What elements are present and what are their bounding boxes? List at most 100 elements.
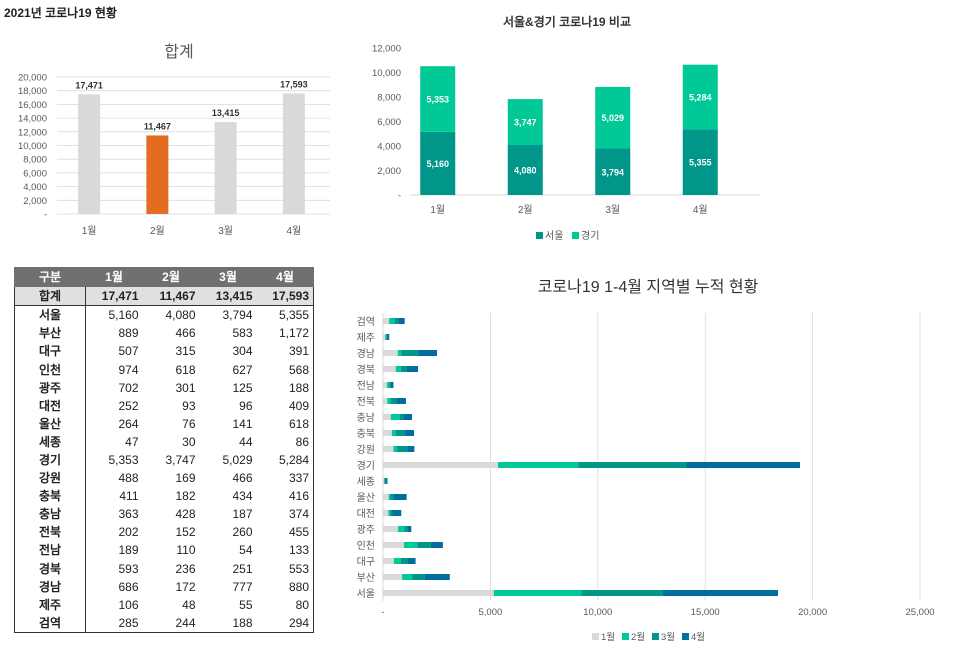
y-tick-label: 서울 <box>357 588 375 600</box>
data-label: 5,284 <box>689 93 712 103</box>
table-header-cell: 3월 <box>199 266 257 288</box>
table-cell: 294 <box>256 613 314 633</box>
region-name: 강원 <box>14 469 86 488</box>
bar-segment <box>412 574 425 580</box>
bar-segment <box>595 148 631 195</box>
table-cell: 252 <box>118 398 139 413</box>
x-tick-label: 2월 <box>518 204 533 216</box>
bar-segment <box>497 462 579 468</box>
table-cell: 880 <box>288 579 309 594</box>
table-cell: 17,471 <box>85 286 143 307</box>
table-cell: 187 <box>232 507 253 522</box>
table-cell: 11,467 <box>142 286 200 307</box>
x-tick-label: 4월 <box>693 204 708 216</box>
y-tick-label: 10,000 <box>18 141 47 152</box>
bar-segment <box>686 462 800 468</box>
y-tick-label: 12,000 <box>18 127 47 138</box>
data-label: 3,794 <box>601 167 624 177</box>
chart-title: 코로나19 1-4월 지역별 누적 현황 <box>538 278 759 296</box>
y-tick-label: 전남 <box>357 380 375 392</box>
y-tick-label: 충남 <box>357 412 375 424</box>
y-tick-label: 인천 <box>357 540 375 552</box>
table-cell: 434 <box>232 489 253 504</box>
table-cell: 974 <box>118 362 139 377</box>
bar-segment <box>393 494 407 500</box>
table-cell: 55 <box>239 597 253 612</box>
y-tick-label: 16,000 <box>18 100 47 111</box>
bar-segment <box>400 558 408 564</box>
bar-segment <box>383 590 494 596</box>
x-tick-label: 1월 <box>430 204 445 216</box>
bar-segment <box>383 318 390 324</box>
y-tick-label: - <box>398 191 401 202</box>
legend-label: 1월 <box>601 631 615 643</box>
bar-segment <box>386 334 388 340</box>
y-tick-label: 8,000 <box>377 93 401 104</box>
table-cell: 13,415 <box>199 286 257 307</box>
y-tick-label: 6,000 <box>23 168 47 179</box>
bar-segment <box>420 66 456 132</box>
y-tick-label: 광주 <box>357 524 375 536</box>
x-tick-label: 25,000 <box>905 607 934 618</box>
table-cell: 93 <box>182 398 196 413</box>
region-name: 경기 <box>14 450 86 470</box>
bar-segment <box>397 446 408 452</box>
table-row: 부산 889 466 583 1,172 <box>14 324 314 343</box>
bar-segment <box>388 494 391 500</box>
bar-segment <box>407 526 412 532</box>
y-tick-label: 경기 <box>357 459 375 472</box>
y-tick-label: 울산 <box>357 492 375 504</box>
bar-segment <box>390 382 394 388</box>
bar-segment <box>383 398 388 404</box>
legend-label: 2월 <box>631 631 645 643</box>
table-cell: 189 <box>118 543 139 558</box>
table-cell: 5,029 <box>222 452 253 467</box>
table-cell: 304 <box>232 344 253 359</box>
bar-segment <box>383 414 391 420</box>
table-row: 울산 264 76 141 618 <box>14 414 314 433</box>
region-name: 경남 <box>14 577 86 596</box>
y-tick-label: 대전 <box>357 508 375 520</box>
table-cell: 169 <box>175 471 196 486</box>
y-tick-label: 세종 <box>357 476 375 488</box>
bar-segment <box>383 510 389 516</box>
x-tick-label: 10,000 <box>583 607 612 618</box>
y-tick-label: 검역 <box>357 316 375 328</box>
table-row: 서울 5,160 4,080 3,794 5,355 <box>14 305 314 325</box>
bar-segment <box>383 478 385 484</box>
table-cell: 627 <box>232 362 253 377</box>
table-cell: 777 <box>232 579 253 594</box>
bar-segment <box>682 64 718 130</box>
table-cell: 260 <box>232 525 253 540</box>
bar-segment <box>383 494 389 500</box>
bar-segment <box>387 334 390 340</box>
table-cell: 363 <box>118 507 139 522</box>
table-cell: 1,172 <box>278 326 309 341</box>
table-row: 검역 285 244 188 294 <box>14 613 314 633</box>
y-tick-label: 18,000 <box>18 86 47 97</box>
table-cell: 315 <box>175 344 196 359</box>
bar-segment <box>389 382 391 388</box>
y-tick-label: 4,000 <box>23 182 47 193</box>
y-tick-label: 12,000 <box>372 44 401 55</box>
bar-segment <box>662 590 778 596</box>
table-cell: 3,747 <box>165 452 196 467</box>
table-cell: 5,284 <box>278 452 309 467</box>
bar-segment <box>404 526 408 532</box>
table-cell: 133 <box>288 543 309 558</box>
table-cell: 618 <box>288 416 309 431</box>
region-name: 대전 <box>14 396 86 415</box>
bar-segment <box>403 542 418 548</box>
legend-swatch <box>572 232 579 239</box>
bar-segment <box>406 366 419 372</box>
bar-segment <box>390 398 397 404</box>
y-tick-label: 8,000 <box>23 155 47 166</box>
table-header-row: 구분 1월 2월 3월 4월 <box>14 266 314 288</box>
bar-segment <box>420 131 456 195</box>
data-label: 5,029 <box>601 113 624 123</box>
regional-cumulative-chart: 코로나19 1-4월 지역별 누적 현황 - 5,000 10,000 15,000 20… <box>357 278 935 643</box>
table-cell: 455 <box>288 525 309 540</box>
bar-segment <box>383 334 386 340</box>
y-tick-label: 2,000 <box>23 196 47 207</box>
region-name: 충남 <box>14 505 86 524</box>
